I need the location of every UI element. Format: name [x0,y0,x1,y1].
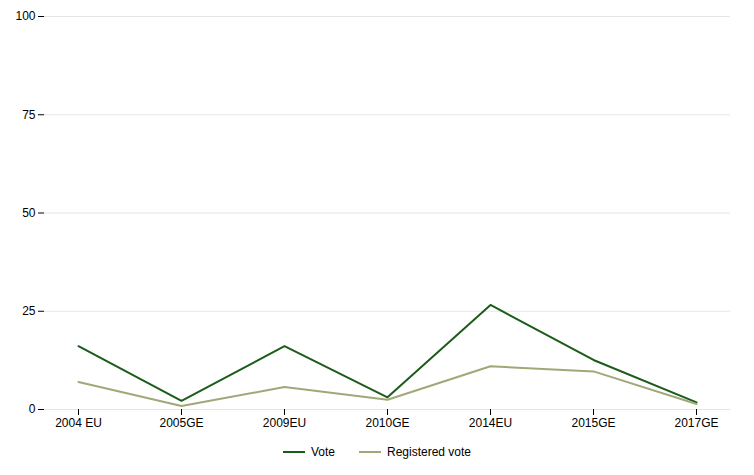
svg-text:2010GE: 2010GE [365,416,409,430]
svg-text:75: 75 [22,108,36,122]
svg-text:50: 50 [22,206,36,220]
svg-text:100: 100 [15,9,35,23]
svg-text:2017GE: 2017GE [674,416,718,430]
svg-text:25: 25 [22,304,36,318]
svg-text:2015GE: 2015GE [571,416,615,430]
svg-text:2005GE: 2005GE [159,416,203,430]
svg-text:0: 0 [29,402,36,416]
html-text:Vote: Vote [311,445,335,459]
html-text:Registered vote: Registered vote [387,445,471,459]
svg-text:2009EU: 2009EU [263,416,306,430]
svg-text:2004 EU: 2004 EU [55,416,102,430]
svg-text:2014EU: 2014EU [469,416,512,430]
